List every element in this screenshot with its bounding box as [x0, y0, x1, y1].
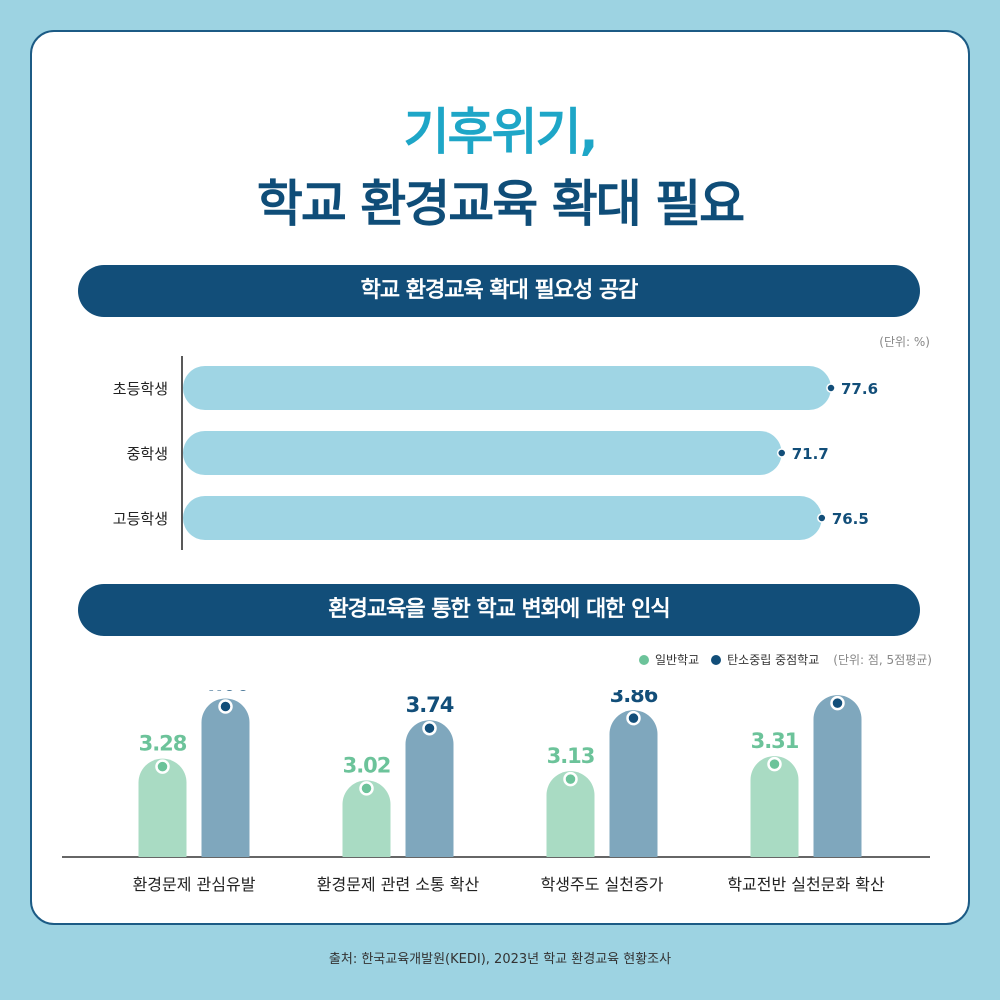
- value-label-4-general: 3.31: [751, 729, 799, 753]
- section-heading-2: 환경교육을 통한 학교 변화에 대한 인식: [78, 584, 920, 636]
- value-label-1-carbon: 4.00: [202, 690, 250, 695]
- dot-1-carbon: [218, 699, 233, 714]
- value-label-4-carbon: 4.04: [814, 690, 862, 692]
- source-footer: 출처: 한국교육개발원(KEDI), 2023년 학교 환경교육 현황조사: [328, 952, 672, 967]
- bar-1-carbon: [201, 698, 250, 857]
- legend-label-carbon: 탄소중립 중점학교: [727, 653, 820, 667]
- value-label-3: 76.5: [832, 510, 869, 528]
- section-heading-1: 학교 환경교육 확대 필요성 공감: [78, 265, 920, 317]
- dot-2-general: [359, 781, 374, 796]
- content-card: [30, 30, 970, 925]
- value-label-2-carbon: 3.74: [406, 693, 454, 717]
- bar-4-carbon: [813, 695, 862, 857]
- grouped-bar-chart: 3.28 4.00 환경문제 관심유발 3.02 3.74 환경문제 관련 소통 확산 3.…: [62, 690, 930, 894]
- legend-dot-general: [638, 654, 649, 665]
- bar-4-general: [750, 756, 799, 857]
- category-label-3: 학생주도 실천증가: [541, 875, 664, 894]
- bar-3-carbon: [609, 710, 658, 857]
- bar-3: [183, 496, 822, 540]
- bar-end-dot-1: [826, 383, 836, 393]
- bar-end-dot-2: [776, 448, 787, 458]
- bar-2-general: [342, 780, 391, 857]
- value-label-1-general: 3.28: [139, 732, 187, 756]
- bar-1-general: [138, 758, 187, 857]
- bar-end-dot-3: [817, 513, 827, 523]
- legend-label-general: 일반학교: [654, 653, 700, 667]
- category-label-2: 환경문제 관련 소통 확산: [317, 875, 480, 894]
- title-line-1: 기후위기,: [403, 103, 599, 161]
- bar-2: [183, 431, 782, 475]
- legend-dot-carbon: [711, 654, 722, 665]
- dot-4-general: [767, 756, 782, 772]
- value-label-1: 77.6: [841, 380, 878, 398]
- dot-1-general: [155, 759, 170, 774]
- category-label-1: 초등학생: [113, 380, 168, 398]
- title-line-2: 학교 환경교육 확대 필요: [256, 175, 745, 233]
- value-label-2-general: 3.02: [343, 753, 391, 777]
- unit-label-2: (단위: 점, 5점평균): [833, 653, 932, 667]
- unit-label-1: (단위: %): [879, 335, 930, 349]
- bar-3-general: [546, 771, 595, 857]
- category-label-4: 학교전반 실천문화 확산: [727, 875, 885, 894]
- legend: 일반학교 탄소중립 중점학교 (단위: 점, 5점평균): [638, 651, 932, 668]
- dot-2-carbon: [422, 720, 437, 736]
- horizontal-bar-chart: 초등학생 77.6 중학생 71.7 고등학생 76.5: [113, 356, 878, 550]
- value-label-3-carbon: 3.86: [610, 690, 658, 707]
- value-label-3-general: 3.13: [547, 744, 595, 768]
- bar-2-carbon: [405, 720, 454, 857]
- dot-3-carbon: [626, 710, 641, 726]
- value-label-2: 71.7: [792, 445, 829, 463]
- category-label-2: 중학생: [127, 445, 168, 463]
- dot-3-general: [563, 771, 578, 787]
- dot-4-carbon: [830, 695, 845, 711]
- category-label-1: 환경문제 관심유발: [133, 875, 256, 894]
- bar-1: [183, 366, 831, 410]
- category-label-3: 고등학생: [113, 510, 168, 528]
